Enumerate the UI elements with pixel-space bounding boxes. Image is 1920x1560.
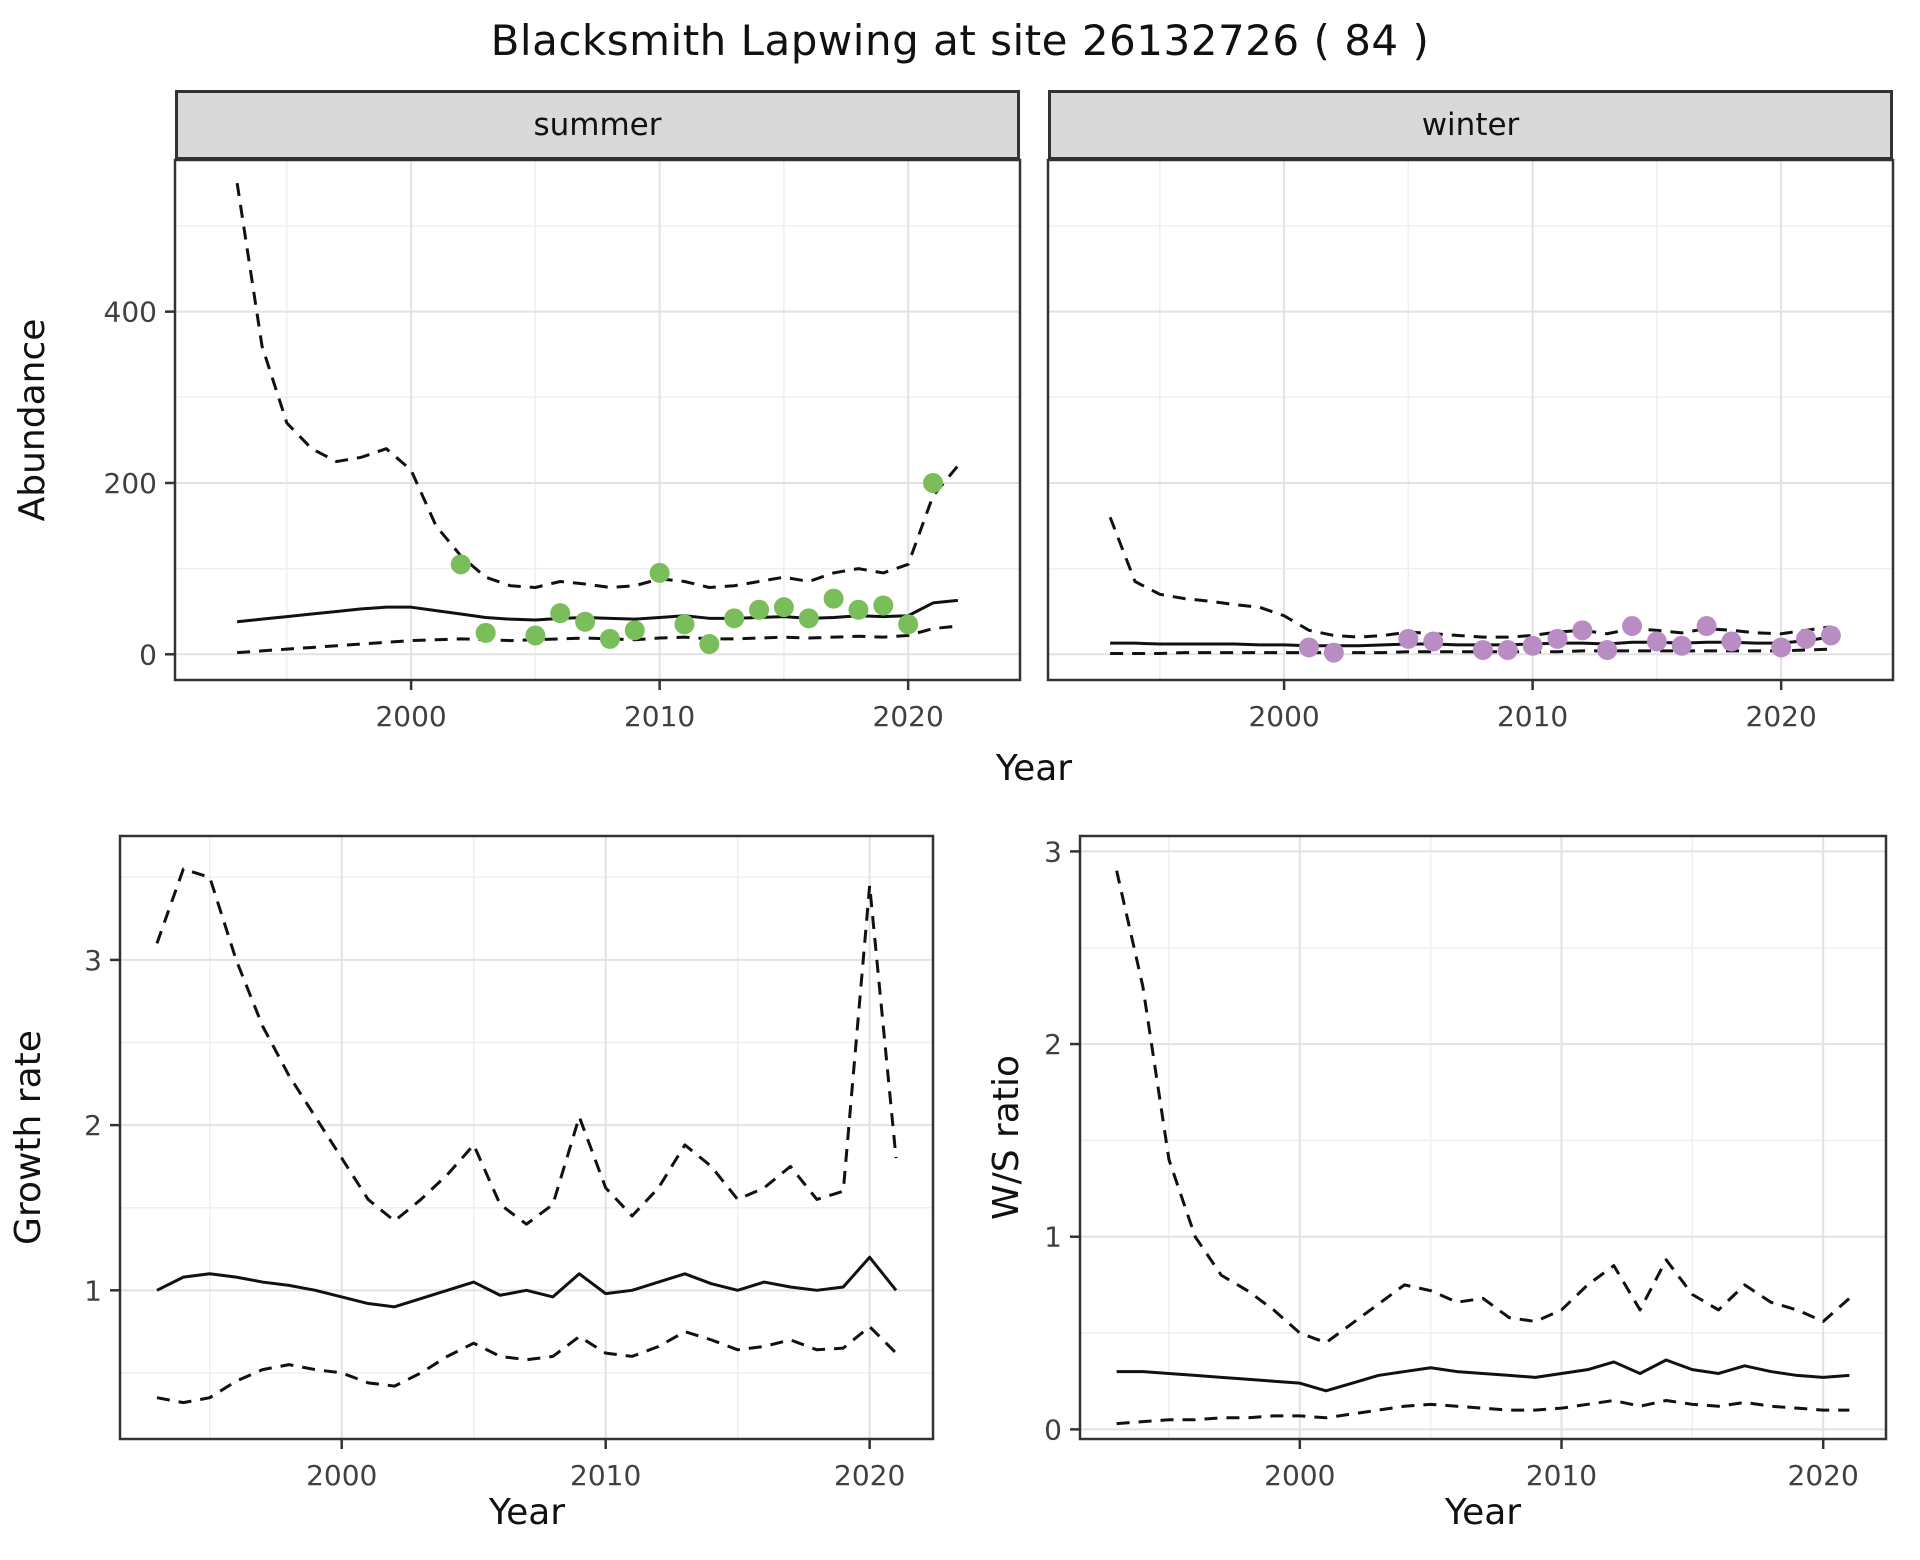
svg-text:2000: 2000: [375, 700, 446, 733]
svg-text:400: 400: [104, 296, 157, 329]
svg-text:2010: 2010: [1526, 1459, 1597, 1492]
abundance-winter-chart: 2000 2010 2020: [1046, 158, 1895, 733]
svg-text:Abundance: Abundance: [12, 319, 53, 522]
facet-strip-winter: winter: [1048, 90, 1893, 160]
svg-text:3: 3: [84, 944, 102, 977]
svg-text:2020: 2020: [1788, 1459, 1859, 1492]
svg-text:1: 1: [1044, 1221, 1062, 1254]
svg-text:2000: 2000: [1264, 1459, 1335, 1492]
growth-rate-chart: 2000 2010 2020 1 2 3 Growth rate: [8, 834, 935, 1492]
growth-rate-x-axis-title: Year: [488, 1492, 566, 1533]
svg-text:0: 0: [139, 638, 157, 671]
svg-text:2: 2: [84, 1109, 102, 1142]
svg-text:2010: 2010: [570, 1459, 641, 1492]
svg-text:2020: 2020: [834, 1459, 905, 1492]
svg-text:2000: 2000: [1248, 700, 1319, 733]
svg-text:2010: 2010: [1497, 700, 1568, 733]
svg-text:2020: 2020: [1746, 700, 1817, 733]
svg-text:2000: 2000: [306, 1459, 377, 1492]
figure-title: Blacksmith Lapwing at site 26132726 ( 84…: [490, 16, 1430, 65]
svg-text:2010: 2010: [624, 700, 695, 733]
ws-ratio-chart: 2000 2010 2020 0 1 2 3 W/S ratio: [986, 834, 1888, 1492]
svg-text:2020: 2020: [873, 700, 944, 733]
svg-text:W/S ratio: W/S ratio: [986, 1055, 1027, 1220]
svg-text:0: 0: [1044, 1413, 1062, 1446]
svg-text:200: 200: [104, 467, 157, 500]
facet-strip-summer: summer: [175, 90, 1020, 160]
abundance-summer-chart: 2000 2010 2020 0 200 400 Abundance: [12, 158, 1022, 733]
ws-ratio-x-axis-title: Year: [1444, 1492, 1522, 1533]
svg-text:1: 1: [84, 1274, 102, 1307]
svg-text:Growth rate: Growth rate: [8, 1030, 49, 1245]
svg-text:2: 2: [1044, 1028, 1062, 1061]
top-x-axis-title: Year: [995, 748, 1073, 789]
svg-text:3: 3: [1044, 835, 1062, 868]
